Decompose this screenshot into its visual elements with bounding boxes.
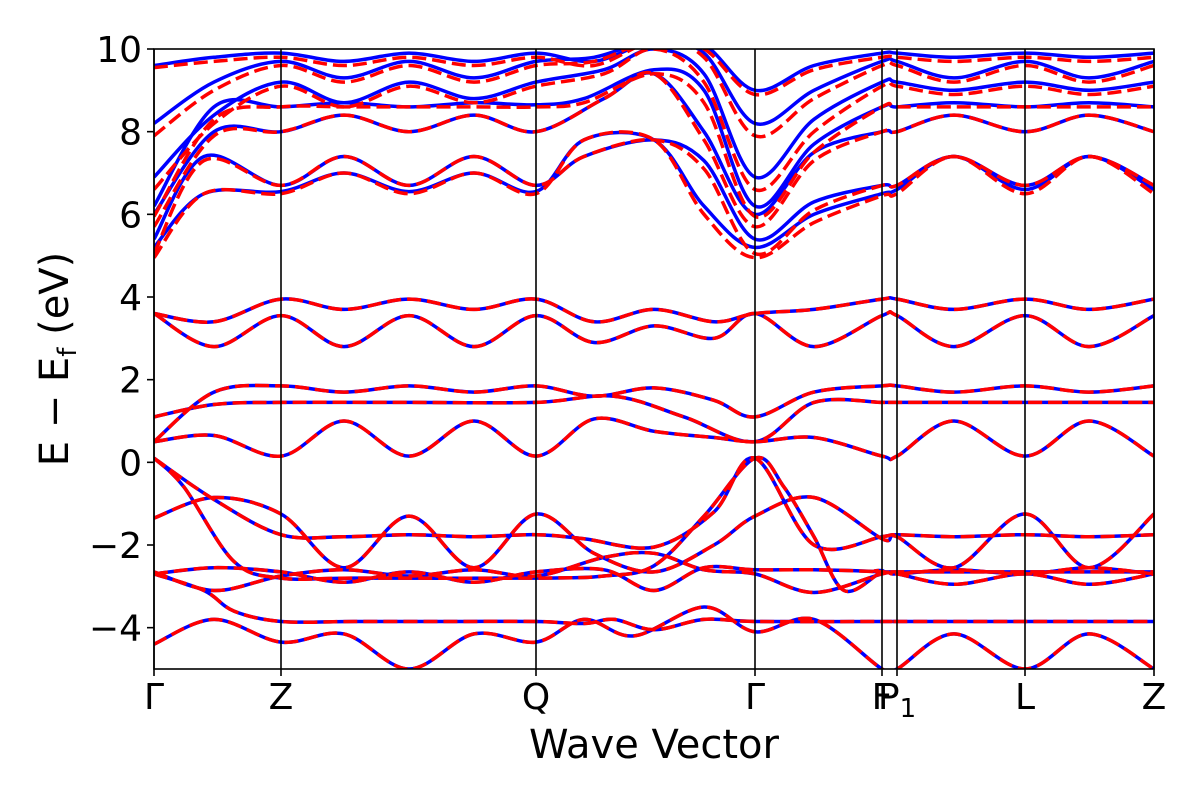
y-axis-title-unit: (eV): [32, 252, 78, 348]
y-tick-label-8: 10: [96, 30, 142, 71]
x-tick-label-text: P: [878, 677, 900, 718]
y-axis-title-subscript: f: [53, 347, 83, 357]
x-tick-label-text: Z: [269, 677, 294, 718]
x-tick-label-text: Z: [1142, 677, 1167, 718]
series-2-band-1: [154, 605, 1154, 669]
x-tick-label-3: Q: [522, 677, 550, 718]
series-2-band-3: [154, 564, 1154, 593]
plot-frame: [153, 48, 1155, 670]
x-tick-label-2: Z: [269, 677, 294, 718]
series-2-band-9: [154, 393, 1154, 444]
x-tick-label-4: Γ: [745, 677, 765, 718]
y-tick-label-1: −4: [89, 609, 142, 650]
series-2-band-4: [154, 550, 1154, 595]
x-tick-label-7: L: [1015, 677, 1035, 718]
y-tick-label-7: 8: [119, 113, 142, 154]
x-tick-label-6: P1: [878, 677, 916, 724]
x-tick-label-5: F: [872, 677, 893, 718]
y-axis-ticks: −4 −2 0 2 4 6 8 10: [89, 30, 154, 650]
series-2-band-13: [154, 130, 1154, 260]
series-2-band-19: [154, 49, 1154, 97]
series-2-band-8: [154, 416, 1154, 462]
y-tick-label-4: 2: [119, 361, 142, 402]
x-tick-label-text: L: [1015, 677, 1035, 718]
series-2-band-10: [154, 383, 1154, 444]
x-axis-ticks: Γ Z Q Γ FP1 L Z: [144, 669, 1166, 724]
y-tick-label-5: 4: [119, 278, 142, 319]
series-1-band-18: [154, 49, 1154, 126]
x-tick-label-text: Γ: [144, 677, 164, 718]
series-2-band-7: [154, 455, 1154, 594]
series-2-band-15: [154, 70, 1154, 229]
x-tick-label-1: Γ: [144, 677, 164, 718]
series-1-band-17: [154, 49, 1154, 180]
series-2-band-5: [154, 495, 1154, 574]
x-tick-label-8: Z: [1142, 677, 1167, 718]
x-axis-title: Wave Vector: [529, 722, 780, 768]
x-tick-label-subscript: 1: [900, 694, 917, 724]
x-tick-label-text: Γ: [745, 677, 765, 718]
series-2-band-11: [154, 309, 1154, 349]
y-tick-label-3: 0: [119, 443, 142, 484]
x-tick-label-text: F: [872, 677, 893, 718]
y-tick-label-6: 6: [119, 195, 142, 236]
series-2-band-17: [154, 49, 1154, 193]
series-2-band-16: [154, 72, 1154, 219]
series-2-band-18: [154, 49, 1154, 139]
y-axis-title: E − Ef (eV): [32, 252, 83, 467]
series-1-band-19: [154, 49, 1154, 93]
y-axis-title-main: E − E: [32, 357, 78, 467]
x-tick-label-text: Q: [522, 677, 550, 718]
series-2-band-6: [154, 456, 1154, 552]
y-tick-label-2: −2: [89, 526, 142, 567]
series-2-band-12: [154, 296, 1154, 324]
